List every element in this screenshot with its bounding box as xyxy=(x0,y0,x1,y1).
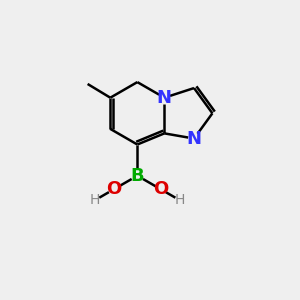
Text: N: N xyxy=(157,89,172,107)
Text: N: N xyxy=(187,130,202,148)
Text: H: H xyxy=(90,193,101,207)
Text: O: O xyxy=(154,181,169,199)
Text: O: O xyxy=(106,181,121,199)
Text: B: B xyxy=(130,167,144,185)
Text: H: H xyxy=(174,193,185,207)
